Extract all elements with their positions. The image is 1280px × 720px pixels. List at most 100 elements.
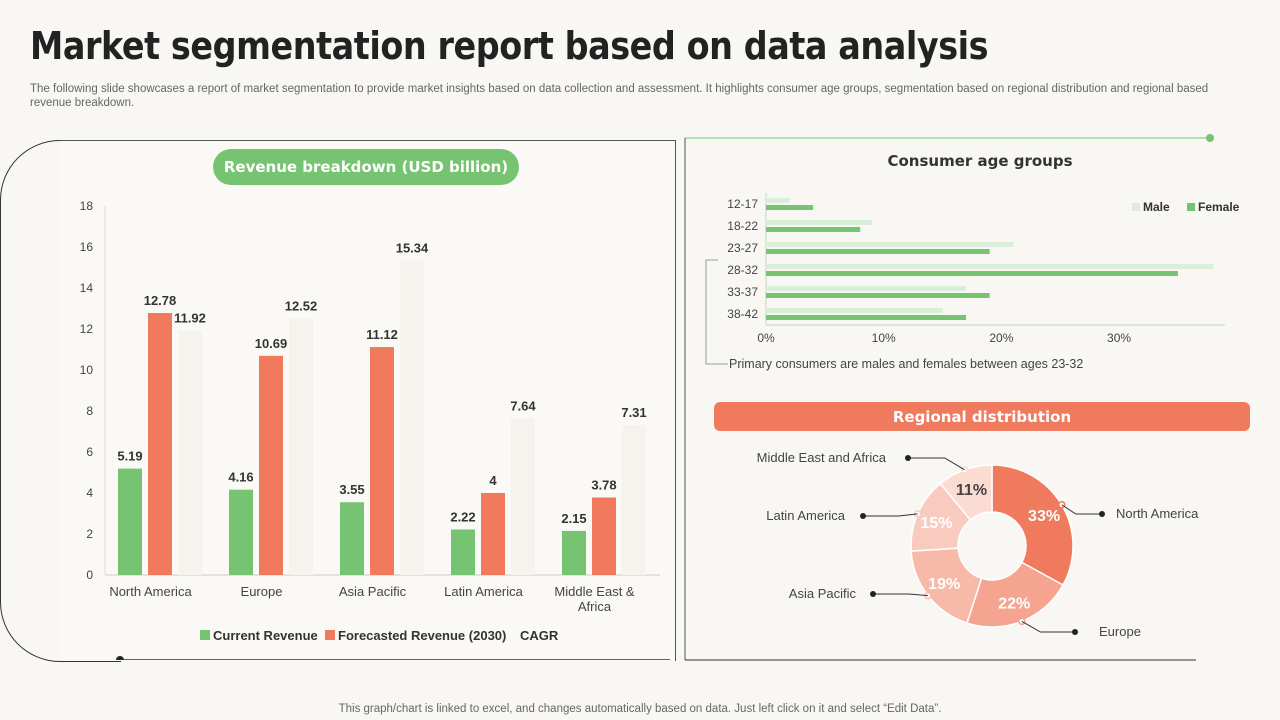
bar-forecasted-revenue- xyxy=(370,347,394,575)
leader-dot xyxy=(870,591,876,597)
donut-slice xyxy=(966,561,1065,628)
donut-slice xyxy=(991,464,1074,587)
age-category-label: 12-17 xyxy=(727,197,758,211)
bar-forecasted-revenue- xyxy=(481,493,505,575)
revenue-header: Revenue breakdown (USD billion) xyxy=(213,149,519,185)
page-title: Market segmentation report based on data… xyxy=(30,24,989,68)
age-bar-male xyxy=(766,308,943,313)
x-tick-label: 0% xyxy=(757,331,775,345)
leader-dot xyxy=(1099,511,1105,517)
age-bar-male xyxy=(766,286,967,291)
bar-current-revenue xyxy=(118,468,142,575)
legend-label: Forecasted Revenue (2030) xyxy=(338,628,506,643)
right-panel-frame xyxy=(684,134,1214,661)
age-category-label: 18-22 xyxy=(727,219,758,233)
slice-region-label: North America xyxy=(1116,506,1199,521)
bar-value-label: 12.78 xyxy=(144,293,177,308)
slice-percent-label: 33% xyxy=(1028,508,1060,525)
page-subtitle: The following slide showcases a report o… xyxy=(30,83,1209,109)
y-tick-label: 4 xyxy=(86,486,93,500)
legend-label: Female xyxy=(1198,200,1240,214)
bar-cagr xyxy=(511,418,535,575)
bar-value-label: 11.12 xyxy=(366,327,398,342)
age-category-label: 28-32 xyxy=(727,263,758,277)
bar-current-revenue xyxy=(229,489,253,575)
leader-line xyxy=(1061,504,1102,515)
age-category-label: 38-42 xyxy=(727,307,758,321)
category-label: Middle East & xyxy=(554,584,635,599)
y-tick-label: 14 xyxy=(80,281,94,295)
leader-start xyxy=(1057,501,1066,509)
bar-value-label: 3.78 xyxy=(591,478,616,493)
legend-label: Male xyxy=(1143,200,1170,214)
bar-value-label: 10.69 xyxy=(255,336,288,351)
category-label: Asia Pacific xyxy=(339,584,407,599)
bar-cagr xyxy=(289,318,313,575)
legend-label: CAGR xyxy=(520,628,559,643)
category-label: Africa xyxy=(578,599,612,614)
age-bar-male xyxy=(766,242,1014,247)
age-category-label: 33-37 xyxy=(727,285,758,299)
x-tick-label: 10% xyxy=(872,331,896,345)
y-tick-label: 12 xyxy=(80,322,94,336)
category-label: Latin America xyxy=(444,584,524,599)
regional-header: Regional distribution xyxy=(714,402,1250,431)
age-bar-female xyxy=(766,249,990,254)
bar-value-label: 5.19 xyxy=(117,449,142,464)
slice-region-label: Asia Pacific xyxy=(789,586,857,601)
age-category-label: 23-27 xyxy=(727,241,758,255)
regional-donut-chart: 33% North America 22% Europe 19% Asia Pacific… xyxy=(757,450,1199,639)
bar-value-label: 7.31 xyxy=(621,405,646,420)
slice-percent-label: 19% xyxy=(928,576,960,593)
bar-value-label: 4.16 xyxy=(228,470,253,485)
leader-start xyxy=(960,466,969,474)
bar-forecasted-revenue- xyxy=(148,313,172,575)
top-rule-dot xyxy=(1206,134,1214,142)
bar-cagr xyxy=(622,425,646,575)
note-bracket xyxy=(705,259,728,365)
bar-value-label: 7.64 xyxy=(510,398,536,413)
legend-swatch xyxy=(200,630,210,640)
y-tick-label: 16 xyxy=(80,240,94,254)
leader-dot xyxy=(1072,629,1078,635)
bar-value-label: 12.52 xyxy=(285,298,318,313)
leader-line xyxy=(863,513,918,517)
age-bar-male xyxy=(766,220,872,225)
age-bar-male xyxy=(766,264,1214,269)
bar-value-label: 15.34 xyxy=(396,241,429,256)
slice-region-label: Middle East and Africa xyxy=(757,450,887,465)
bar-value-label: 2.22 xyxy=(450,509,475,524)
footer-note: This graph/chart is linked to excel, and… xyxy=(338,703,942,715)
bar-cagr xyxy=(178,330,202,575)
legend-swatch xyxy=(325,630,335,640)
category-label: Europe xyxy=(241,584,283,599)
age-groups-note: Primary consumers are males and females … xyxy=(729,357,1084,371)
slice-percent-label: 11% xyxy=(956,482,987,499)
x-tick-label: 30% xyxy=(1107,331,1131,345)
legend-swatch xyxy=(1187,203,1195,211)
y-tick-label: 6 xyxy=(86,445,93,459)
age-groups-title: Consumer age groups xyxy=(887,152,1073,170)
age-bar-female xyxy=(766,315,967,320)
bar-cagr xyxy=(400,260,424,575)
bar-value-label: 11.92 xyxy=(174,311,206,326)
leader-line xyxy=(908,457,965,471)
bar-current-revenue xyxy=(562,530,586,575)
revenue-chart: 0 2 4 6 8 10 12 14 16 18 5.19 12.78 11.92 North Ameri… xyxy=(80,199,670,660)
legend-swatch xyxy=(1132,203,1140,211)
bar-forecasted-revenue- xyxy=(259,355,283,575)
age-bar-female xyxy=(766,205,814,210)
age-bar-female xyxy=(766,271,1178,276)
leader-line xyxy=(873,593,929,597)
age-bar-female xyxy=(766,293,990,298)
rule-dot xyxy=(116,656,124,660)
slice-region-label: Latin America xyxy=(766,508,846,523)
y-tick-label: 18 xyxy=(80,199,94,213)
slice-percent-label: 22% xyxy=(998,595,1030,612)
y-tick-label: 8 xyxy=(86,404,93,418)
bar-value-label: 4 xyxy=(489,473,497,488)
age-groups-chart: 12-17 18-22 23-27 28-32 33-37 38-42 0% 10% 20% 30… xyxy=(727,193,1240,345)
age-bar-female xyxy=(766,227,861,232)
age-bar-male xyxy=(766,198,790,203)
slice-region-label: Europe xyxy=(1099,624,1141,639)
